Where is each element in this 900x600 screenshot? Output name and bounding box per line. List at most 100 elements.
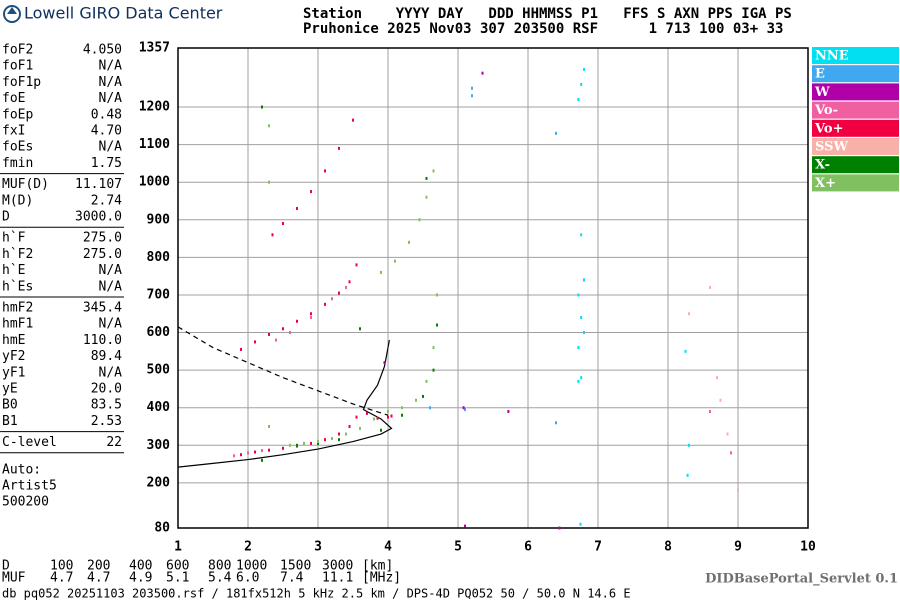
- row-value: 5.4: [208, 571, 232, 586]
- echo-point: [709, 409, 711, 413]
- echo-point: [338, 438, 340, 442]
- row-unit: [km]: [362, 559, 393, 574]
- echo-point: [310, 441, 312, 445]
- param-name: foF1: [2, 59, 33, 74]
- echo-point: [425, 176, 428, 180]
- auto-text: Artist5: [2, 479, 57, 494]
- param-name: hmF1: [2, 317, 33, 332]
- echo-point: [359, 327, 361, 331]
- legend-label: X-: [815, 158, 830, 173]
- echo-point: [268, 124, 270, 128]
- echo-point: [282, 446, 284, 450]
- echo-point: [401, 413, 403, 417]
- param-value: 0.48: [91, 107, 122, 122]
- legend-label: Vo-: [814, 103, 838, 118]
- param-value: N/A: [99, 75, 123, 90]
- echo-point: [394, 259, 396, 263]
- legend-swatch: [812, 138, 899, 155]
- param-value: 275.0: [83, 231, 122, 246]
- echo-point: [254, 340, 256, 344]
- echo-point: [296, 207, 298, 211]
- param-name: C-level: [2, 435, 57, 450]
- y-tick-label: 500: [147, 363, 171, 378]
- echo-point: [338, 432, 340, 436]
- param-value: N/A: [99, 279, 123, 294]
- echo-point: [507, 409, 510, 413]
- echo-point: [338, 146, 340, 150]
- echo-point: [324, 438, 326, 442]
- echo-point: [247, 451, 249, 455]
- x-tick-label: 4: [384, 540, 392, 555]
- legend-swatch: [812, 174, 899, 192]
- row-value: 400: [129, 559, 152, 574]
- param-name: hmF2: [2, 301, 33, 316]
- x-tick-label: 3: [314, 540, 322, 555]
- echo-point: [271, 233, 274, 237]
- echo-point: [688, 312, 690, 316]
- echo-point: [366, 411, 368, 415]
- x-tick-label: 2: [244, 540, 252, 555]
- param-value: 1.75: [91, 156, 122, 171]
- param-value: 22: [106, 435, 122, 450]
- echo-point: [462, 406, 465, 410]
- param-value: N/A: [99, 365, 123, 380]
- echo-point: [730, 451, 732, 455]
- param-name: D: [2, 210, 10, 225]
- row-value: 4.7: [50, 571, 73, 586]
- echo-point: [380, 428, 382, 432]
- echo-point: [418, 218, 421, 222]
- row-value: 1500: [280, 559, 311, 574]
- echo-point: [415, 398, 417, 402]
- param-value: N/A: [99, 140, 123, 155]
- echo-point: [408, 240, 410, 244]
- echo-point: [684, 349, 687, 353]
- echo-point: [422, 394, 424, 398]
- echo-point: [310, 312, 312, 316]
- echo-point: [464, 408, 466, 412]
- legend-label: Vo+: [814, 121, 843, 136]
- row-value: 5.1: [166, 571, 189, 586]
- param-value: 2.53: [91, 414, 122, 429]
- echo-point: [268, 180, 270, 184]
- param-name: foE: [2, 91, 25, 106]
- echo-point: [240, 347, 242, 351]
- echo-point: [345, 432, 347, 436]
- echo-point: [583, 331, 585, 335]
- x-tick-label: 8: [664, 540, 672, 555]
- row-label: MUF: [2, 571, 26, 586]
- header-line: Station YYYY DAY DDD HHMMSS P1 FFS S AXN…: [303, 6, 792, 22]
- echo-point: [355, 263, 358, 267]
- row-value: 6.0: [236, 571, 259, 586]
- echo-point: [583, 67, 585, 71]
- echo-point: [261, 458, 263, 462]
- echo-point: [324, 169, 326, 173]
- echo-point: [373, 417, 375, 421]
- legend-swatch: [812, 83, 899, 101]
- legend-swatch: [812, 65, 899, 83]
- param-name: yF1: [2, 365, 25, 380]
- echo-point: [261, 105, 263, 109]
- param-name: fmin: [2, 156, 33, 171]
- x-tick-label: 5: [454, 540, 462, 555]
- echo-point: [296, 319, 298, 323]
- y-tick-label: 80: [154, 521, 170, 536]
- y-tick-label: 300: [147, 438, 171, 453]
- plot-frame: [177, 47, 809, 529]
- param-value: 2.74: [91, 193, 122, 208]
- param-name: foF1p: [2, 75, 41, 90]
- echo-point: [310, 190, 312, 194]
- echo-point: [261, 449, 263, 453]
- param-name: M(D): [2, 193, 33, 208]
- x-tick-label: 10: [800, 540, 816, 555]
- param-name: B1: [2, 414, 18, 429]
- legend-label: E: [815, 67, 825, 82]
- param-value: 4.70: [91, 124, 122, 139]
- legend-swatch: [812, 156, 899, 174]
- echo-point: [387, 415, 389, 419]
- param-name: foEs: [2, 140, 33, 155]
- auto-text: 500200: [2, 495, 49, 510]
- echo-point: [709, 285, 711, 289]
- y-tick-label: 800: [147, 250, 171, 265]
- echo-point: [376, 416, 379, 420]
